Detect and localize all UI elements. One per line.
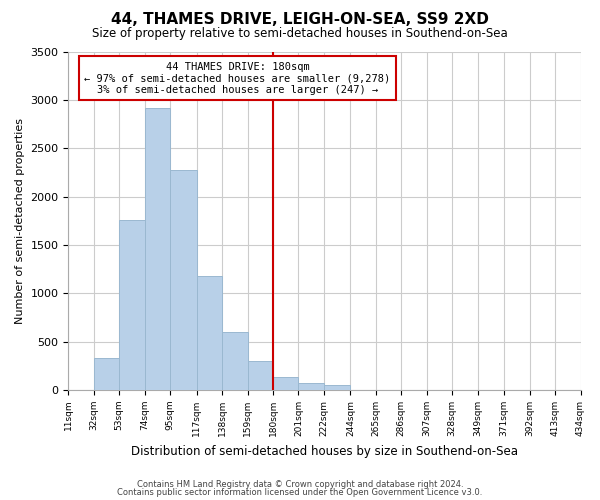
X-axis label: Distribution of semi-detached houses by size in Southend-on-Sea: Distribution of semi-detached houses by … bbox=[131, 444, 518, 458]
Text: 44, THAMES DRIVE, LEIGH-ON-SEA, SS9 2XD: 44, THAMES DRIVE, LEIGH-ON-SEA, SS9 2XD bbox=[111, 12, 489, 28]
Text: Contains HM Land Registry data © Crown copyright and database right 2024.: Contains HM Land Registry data © Crown c… bbox=[137, 480, 463, 489]
Bar bbox=[273, 377, 298, 390]
Y-axis label: Number of semi-detached properties: Number of semi-detached properties bbox=[15, 118, 25, 324]
Bar bbox=[145, 108, 170, 390]
Text: Size of property relative to semi-detached houses in Southend-on-Sea: Size of property relative to semi-detach… bbox=[92, 28, 508, 40]
Bar bbox=[324, 384, 350, 390]
Bar bbox=[248, 361, 273, 390]
Bar bbox=[119, 220, 145, 390]
Bar bbox=[298, 383, 324, 390]
Text: 44 THAMES DRIVE: 180sqm
← 97% of semi-detached houses are smaller (9,278)
3% of : 44 THAMES DRIVE: 180sqm ← 97% of semi-de… bbox=[84, 62, 391, 95]
Bar bbox=[222, 332, 248, 390]
Text: Contains public sector information licensed under the Open Government Licence v3: Contains public sector information licen… bbox=[118, 488, 482, 497]
Bar bbox=[94, 358, 119, 390]
Bar bbox=[170, 170, 197, 390]
Bar bbox=[197, 276, 222, 390]
